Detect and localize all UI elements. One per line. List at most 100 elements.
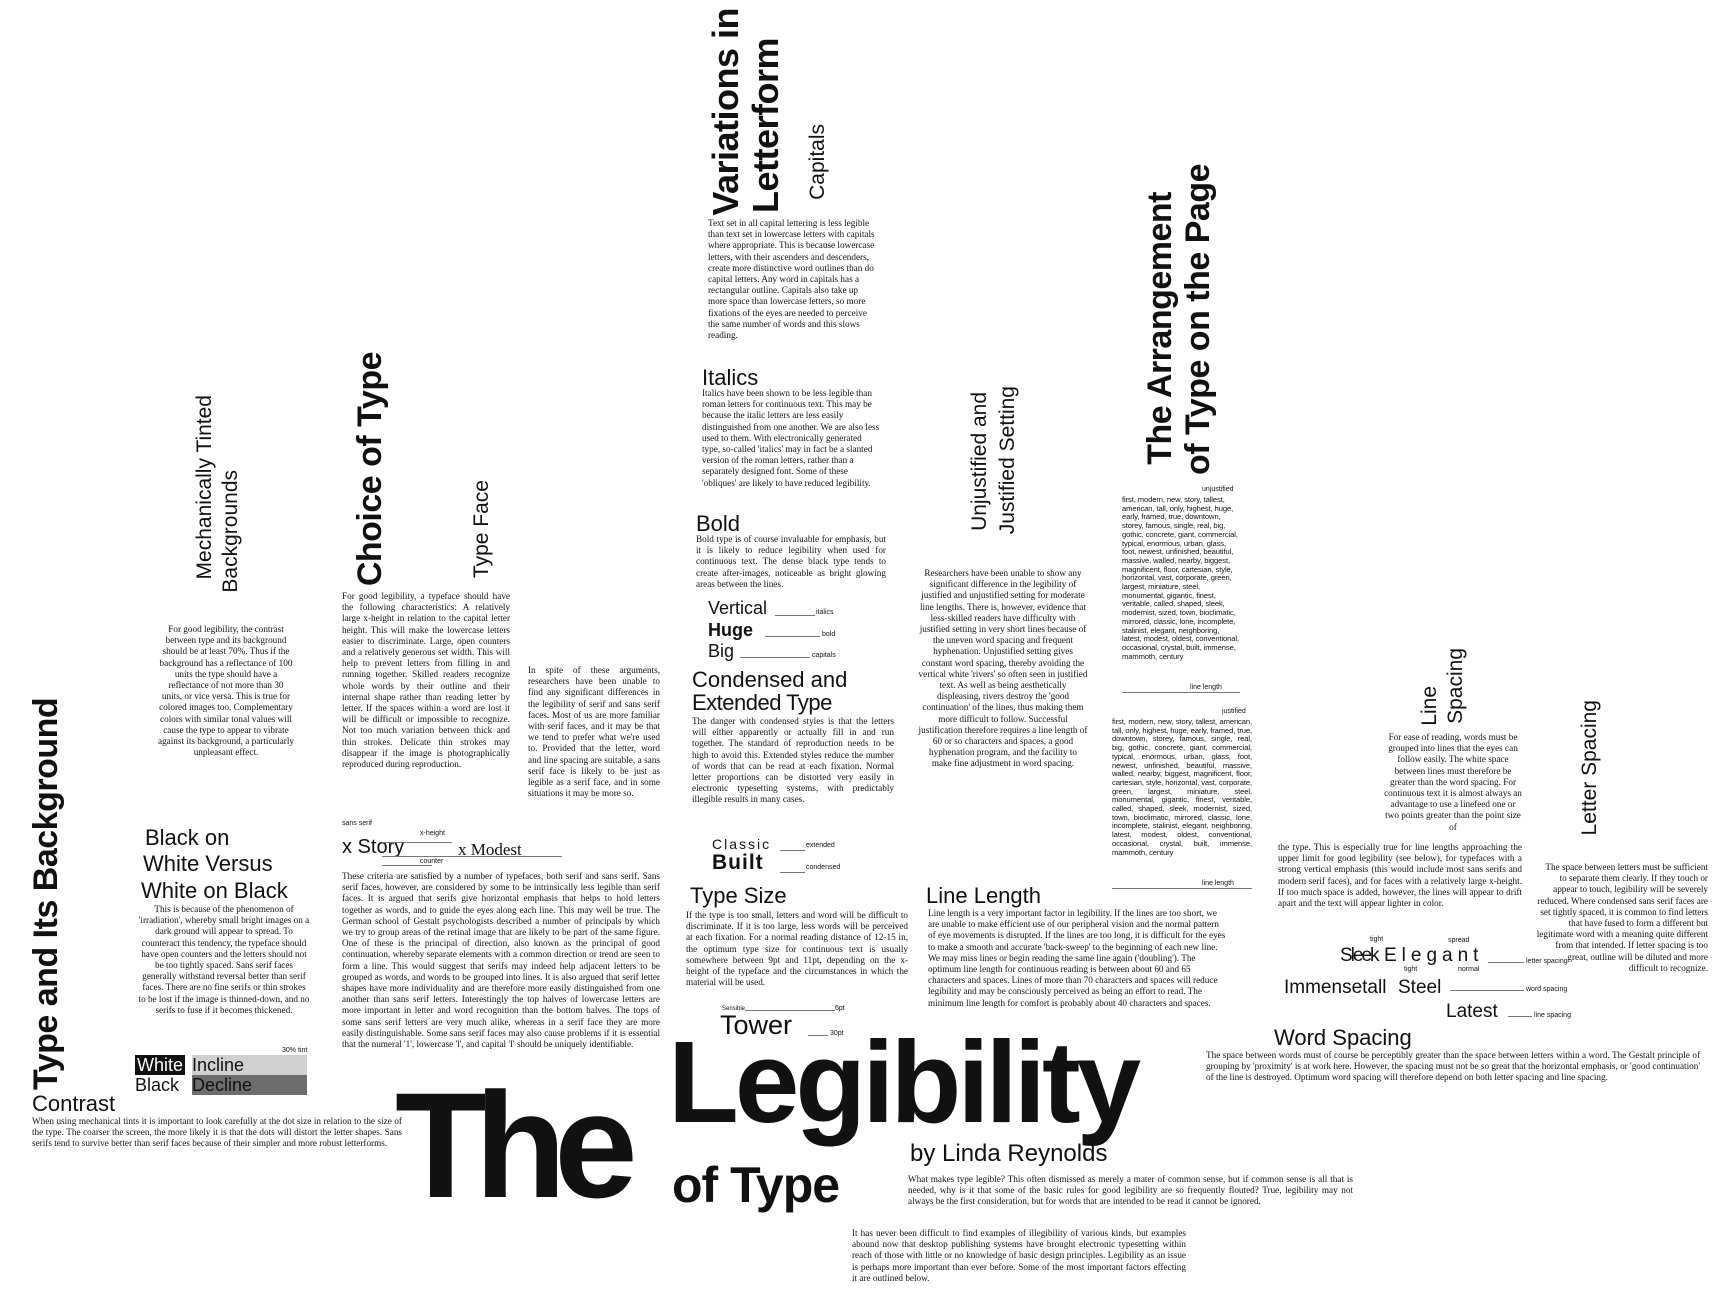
- sample-x-story: x Story: [342, 836, 405, 858]
- justified-line-length-rule: [1112, 888, 1252, 889]
- heading-variations-in: Variations in: [705, 8, 746, 216]
- sample-tower: Tower: [720, 1010, 793, 1040]
- sample-black: Black: [135, 1075, 180, 1095]
- counter-rule: [382, 865, 432, 866]
- sample-built: Built: [712, 851, 764, 874]
- label-italics: italics: [816, 609, 834, 616]
- contrast-text: When using mechanical tints it is import…: [32, 1116, 402, 1149]
- sample-white: White: [135, 1055, 186, 1075]
- unjustified-line-length-rule: [1122, 692, 1240, 693]
- heading-condensed-and: Condensed and: [692, 667, 848, 692]
- word-spacing-rule: [1450, 990, 1524, 991]
- heading-type-and-background: Type and Its Background: [27, 697, 65, 1090]
- title-legibility: Legibility: [668, 1017, 1141, 1147]
- choice-text-2: In spite of these arguments, researchers…: [528, 665, 660, 799]
- label-x-height: x-height: [420, 830, 445, 837]
- label-spread: spread: [1448, 937, 1470, 944]
- label-line-length-2: line length: [1202, 880, 1234, 887]
- heading-extended-type: Extended Type: [692, 690, 832, 715]
- heading-choice-of-type: Choice of Type: [351, 352, 389, 587]
- heading-letterform: Letterform: [745, 38, 786, 214]
- label-sans-serif: sans serif: [342, 820, 372, 827]
- label-30pt: 30pt: [830, 1030, 844, 1037]
- sample-big: Big: [708, 641, 735, 661]
- label-line-length-1: line length: [1190, 684, 1222, 691]
- label-normal: normal: [1458, 966, 1480, 973]
- heading-justified-setting: Justified Setting: [996, 386, 1019, 535]
- label-counter: counter: [420, 858, 444, 865]
- sample-incline: Incline: [192, 1055, 307, 1075]
- bold-rule: [765, 636, 820, 637]
- capitals-rule: [740, 657, 810, 658]
- byline: by Linda Reynolds: [910, 1140, 1108, 1167]
- letter-spacing-rule: [1488, 962, 1524, 963]
- heading-line-length: Line Length: [926, 883, 1041, 908]
- label-word-spacing: word spacing: [1526, 986, 1568, 993]
- intro-paragraph-2: It has never been difficult to find exam…: [852, 1228, 1186, 1283]
- label-justified: justified: [1222, 708, 1246, 715]
- heading-line: Line: [1418, 686, 1441, 726]
- sample-vertical: Vertical: [708, 598, 768, 618]
- italics-text: Italics have been shown to be less legib…: [702, 388, 880, 488]
- sample-steel: Steel: [1398, 977, 1442, 998]
- label-bold: bold: [822, 631, 836, 638]
- label-letter-spacing: letter spacing: [1526, 958, 1568, 965]
- condensed-rule: [780, 872, 805, 873]
- x-height-rule: [382, 842, 452, 843]
- sample-immensetall: Immensetall: [1284, 977, 1387, 998]
- heading-of-type-on-the-page: of Type on the Page: [1179, 164, 1217, 476]
- heading-spacing: Spacing: [1444, 648, 1467, 724]
- heading-capitals: Capitals: [806, 124, 829, 200]
- label-tight-2: tight: [1404, 966, 1418, 973]
- bold-text: Bold type is of course invaluable for em…: [696, 534, 886, 589]
- heading-bold: Bold: [696, 511, 741, 536]
- sample-decline: Decline: [192, 1075, 307, 1095]
- 6pt-rule: [745, 1010, 835, 1011]
- intro-paragraph-1: What makes type legible? This often dism…: [908, 1174, 1353, 1207]
- heading-the-arrangement: The Arrangement: [1141, 192, 1179, 465]
- choice-text-3: These criteria are satisfied by a number…: [342, 871, 660, 1050]
- heading-black-on: Black on: [145, 825, 230, 850]
- black-white-text: This is because of the phenomenon of 'ir…: [138, 904, 310, 1015]
- heading-type-size: Type Size: [690, 883, 787, 908]
- heading-type-face: Type Face: [470, 480, 493, 579]
- capitals-text: Text set in all capital lettering is les…: [708, 218, 875, 341]
- title-of-type: of Type: [672, 1157, 840, 1213]
- label-capitals: capitals: [812, 652, 836, 659]
- sample-classic: Classic: [712, 836, 772, 852]
- 30pt-rule: [808, 1035, 828, 1036]
- condensed-text: The danger with condensed styles is that…: [692, 716, 894, 805]
- label-condensed: condensed: [806, 864, 841, 871]
- heading-white-versus: White Versus: [143, 851, 273, 876]
- label-6pt: 6pt: [835, 1005, 845, 1012]
- letter-spacing-text: The space between letters must be suffic…: [1536, 862, 1708, 973]
- heading-white-on-black: White on Black: [141, 878, 288, 903]
- label-tight-1: tight: [1370, 936, 1384, 943]
- heading-unjustified-and: Unjustified and: [968, 392, 991, 531]
- justified-text: Researchers have been unable to show any…: [918, 568, 1088, 769]
- heading-letter-spacing: Letter Spacing: [1578, 700, 1601, 836]
- sample-latest: Latest: [1446, 1001, 1498, 1022]
- word-spacing-text: The space between words must of course b…: [1206, 1050, 1700, 1083]
- label-extended: extended: [806, 842, 835, 849]
- heading-mechanically-tinted: Mechanically Tinted: [193, 395, 216, 580]
- justified-word-list: first, modern, new, story, tallest, amer…: [1112, 717, 1252, 857]
- heading-italics: Italics: [702, 365, 759, 390]
- heading-backgrounds: Backgrounds: [219, 470, 242, 593]
- sample-elegant: Elegant: [1384, 945, 1484, 966]
- label-line-spacing: line spacing: [1534, 1012, 1571, 1019]
- label-unjustified: unjustified: [1202, 486, 1234, 493]
- baseline-rule: [382, 856, 562, 857]
- label-30-tint: 30% tint: [282, 1047, 308, 1054]
- line-spacing-text-1: For ease of reading, words must be group…: [1384, 732, 1522, 832]
- sample-sleek: Sleek: [1340, 945, 1380, 966]
- line-spacing-rule: [1508, 1016, 1532, 1017]
- heading-contrast: Contrast: [32, 1091, 116, 1116]
- tinted-text: For good legibility, the contrast betwee…: [158, 624, 294, 758]
- line-length-text: Line length is a very important factor i…: [928, 908, 1226, 1008]
- type-size-text: If the type is too small, letters and wo…: [686, 910, 908, 988]
- line-spacing-text-2: the type. This is especially true for li…: [1278, 842, 1522, 909]
- sample-sensible: Sensible: [722, 1006, 746, 1012]
- title-the: The: [395, 1061, 638, 1229]
- sample-huge: Huge: [708, 620, 753, 640]
